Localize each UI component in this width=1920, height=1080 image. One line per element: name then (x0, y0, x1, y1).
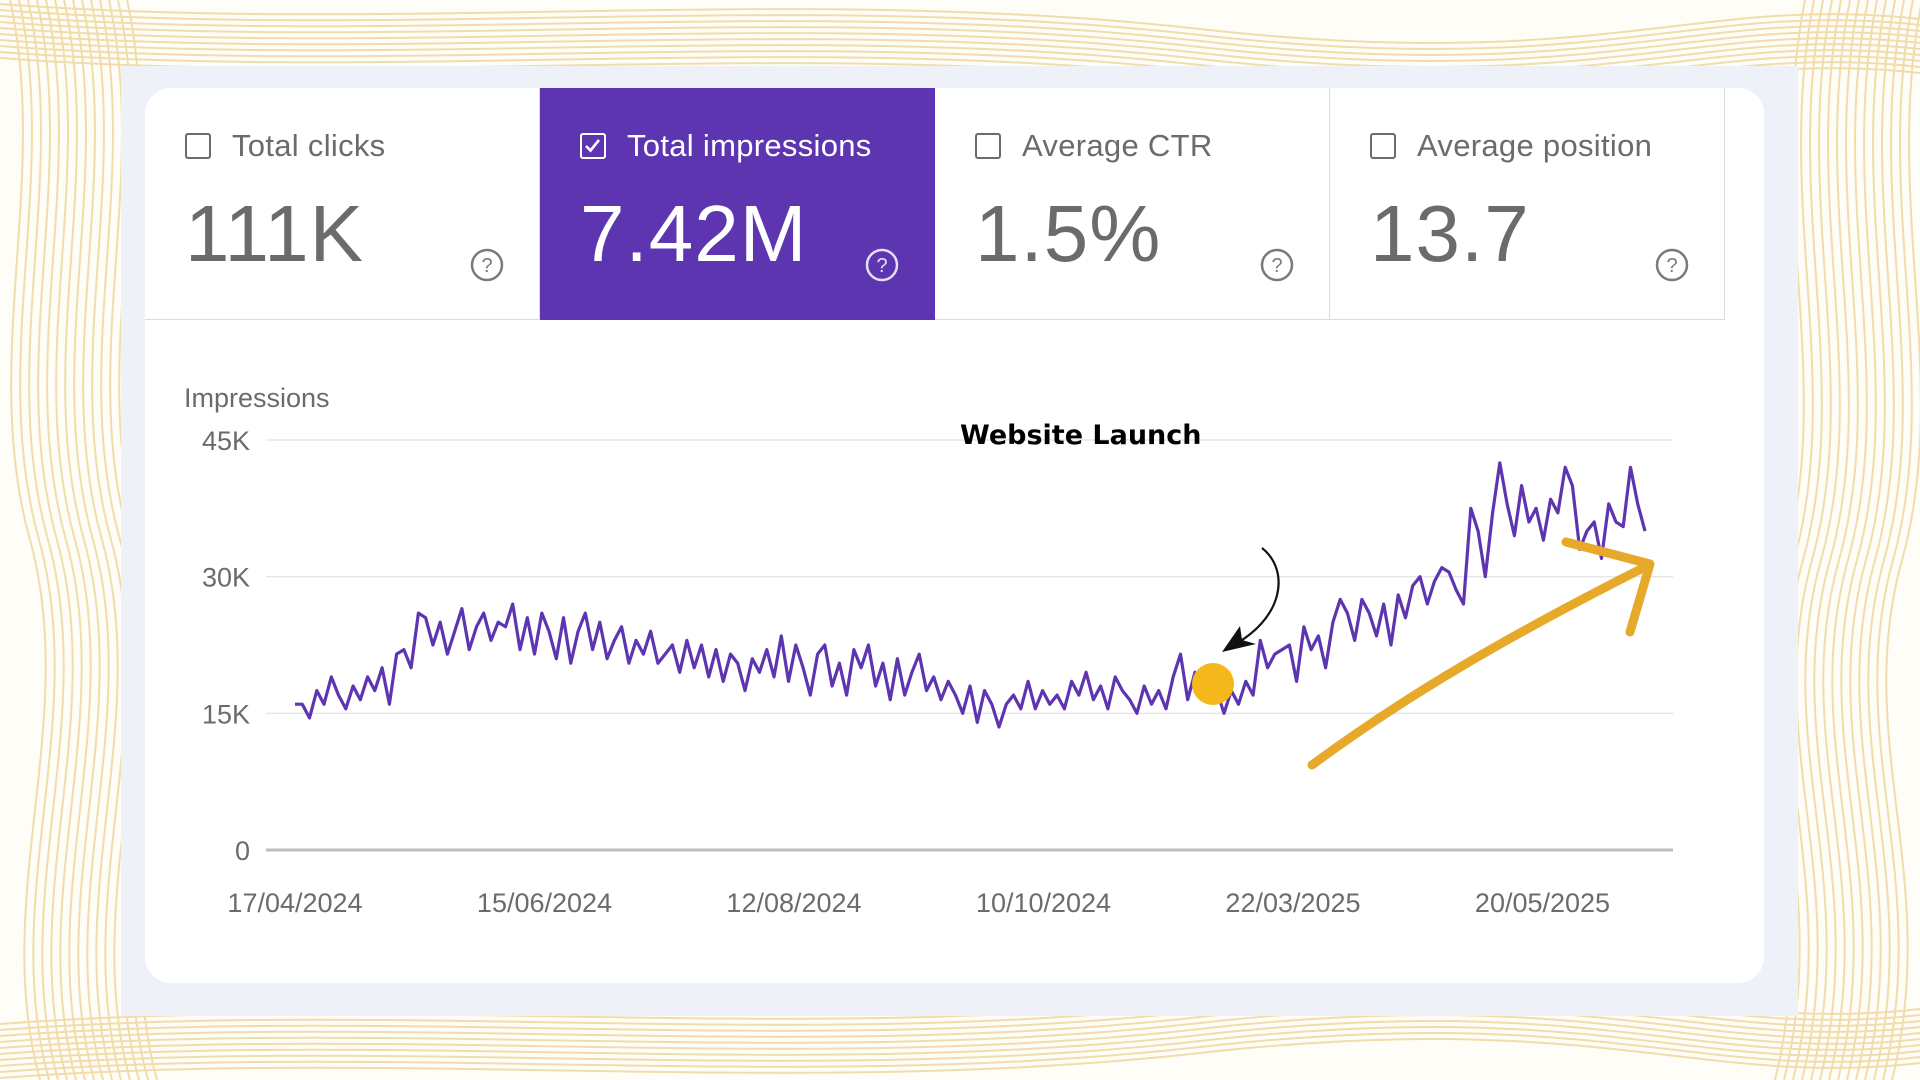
contour-line (0, 3, 1920, 44)
contour-line (0, 15, 1920, 56)
help-icon[interactable]: ? (470, 248, 504, 282)
x-tick-label: 12/08/2024 (726, 888, 861, 918)
contour-line (0, 39, 1920, 80)
contour-line (0, 1014, 1920, 1055)
contour-line (1858, 0, 1896, 1080)
contour-line (1831, 0, 1869, 1080)
contour-line (0, 1026, 1920, 1067)
checkbox-icon[interactable] (975, 133, 1001, 159)
contour-line (72, 0, 110, 1080)
contour-line (1849, 0, 1887, 1080)
x-tick-label: 15/06/2024 (477, 888, 612, 918)
metric-label: Total impressions (627, 128, 872, 163)
y-axis-title: Impressions (184, 383, 330, 413)
contour-line (1795, 0, 1833, 1080)
contour-line (90, 0, 128, 1080)
contour-line (1840, 0, 1878, 1080)
y-tick-label: 30K (202, 563, 250, 593)
contour-line (0, 9, 1920, 50)
x-tick-label: 22/03/2025 (1225, 888, 1360, 918)
y-tick-label: 0 (235, 836, 250, 866)
contour-line (1885, 5, 1920, 1080)
contour-line (0, 33, 1920, 74)
website-launch-annotation: Website Launch (960, 420, 1202, 451)
contour-line (0, 45, 1920, 86)
help-icon[interactable]: ? (1260, 248, 1294, 282)
contour-line (0, 1008, 1920, 1049)
contour-line (18, 0, 56, 1080)
contour-line (81, 0, 119, 1080)
trend-arrow-icon (1307, 561, 1652, 770)
contour-line (1786, 0, 1824, 1080)
contour-line (63, 0, 101, 1080)
contour-line (0, 1002, 1920, 1043)
metric-label: Average position (1417, 128, 1653, 163)
help-icon[interactable]: ? (865, 248, 899, 282)
contour-line (0, 1038, 1920, 1079)
metric-tab-total-clicks[interactable]: Total clicks 111K ? (145, 88, 540, 320)
contour-line (99, 0, 137, 1080)
y-tick-labels: 0 15K 30K 45K (202, 426, 250, 866)
launch-marker-dot (1192, 663, 1234, 705)
contour-line (9, 0, 47, 1080)
contour-line (1804, 0, 1842, 1080)
annotation-arrowhead-icon (1222, 626, 1256, 652)
svg-text:?: ? (876, 255, 887, 277)
contour-line (1867, 0, 1905, 1080)
x-tick-label: 20/05/2025 (1475, 888, 1610, 918)
x-tick-labels: 17/04/2024 15/06/2024 12/08/2024 10/10/2024… (227, 888, 1610, 918)
metric-value: 111K (185, 189, 364, 278)
metric-label: Average CTR (1022, 128, 1213, 163)
contour-line (54, 0, 92, 1080)
x-tick-label: 17/04/2024 (227, 888, 362, 918)
contour-line (0, 1020, 1920, 1061)
x-tick-label: 10/10/2024 (976, 888, 1111, 918)
metric-tab-average-ctr[interactable]: Average CTR 1.5% ? (935, 88, 1330, 320)
contour-line (0, 1032, 1920, 1073)
contour-line (1876, 0, 1914, 1080)
performance-card: Total clicks 111K ? Total impressions 7.… (145, 88, 1764, 983)
contour-line (0, 996, 1920, 1037)
grid (266, 439, 1673, 852)
trend-arrowhead-icon (1561, 537, 1655, 637)
svg-text:?: ? (1271, 255, 1282, 277)
contour-line (1822, 0, 1860, 1080)
svg-text:?: ? (481, 255, 492, 277)
y-tick-label: 15K (202, 699, 250, 729)
contour-line (27, 0, 65, 1080)
contour-line (45, 0, 83, 1080)
checkbox-icon[interactable] (1370, 133, 1396, 159)
checkbox-icon[interactable] (185, 133, 211, 159)
metric-value: 13.7 (1370, 189, 1530, 278)
checkbox-checked-icon[interactable] (580, 133, 606, 159)
metric-tabs: Total clicks 111K ? Total impressions 7.… (145, 88, 1728, 320)
metric-tab-average-position[interactable]: Average position 13.7 ? (1330, 88, 1725, 320)
contour-line (36, 0, 74, 1080)
impressions-series-line (295, 461, 1647, 729)
help-icon[interactable]: ? (1655, 248, 1689, 282)
metric-value: 7.42M (580, 189, 808, 278)
metric-tab-total-impressions[interactable]: Total impressions 7.42M ? (540, 88, 935, 320)
contour-line (0, 27, 1920, 68)
metric-label: Total clicks (232, 128, 386, 163)
contour-line (0, 21, 1920, 62)
annotation-pointer-arrow-icon (1227, 547, 1280, 649)
contour-line (1813, 0, 1851, 1080)
metric-value: 1.5% (975, 189, 1162, 278)
svg-text:?: ? (1666, 255, 1677, 277)
y-tick-label: 45K (202, 426, 250, 456)
